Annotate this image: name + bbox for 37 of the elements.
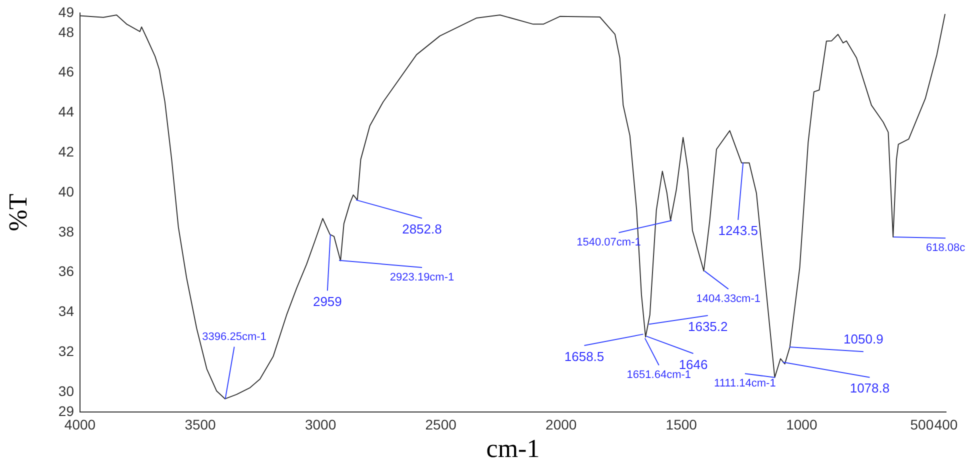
y-tick-label: 42 xyxy=(58,144,74,160)
x-tick-label: 3500 xyxy=(184,416,216,432)
annotation: 1658.5 xyxy=(564,348,604,364)
y-tick-label: 48 xyxy=(58,24,74,40)
y-tick-label: 29 xyxy=(58,402,74,419)
annotation: 2852.8 xyxy=(402,222,442,237)
y-tick-label: 44 xyxy=(58,104,74,120)
x-axis-title: cm-1 xyxy=(486,434,540,464)
annotation: 1111.14cm-1 xyxy=(714,378,776,390)
y-tick-label: 30 xyxy=(58,382,74,399)
x-tick-label: 1500 xyxy=(666,416,698,432)
y-tick-label: 34 xyxy=(58,303,74,320)
x-tick-label: 400 xyxy=(934,416,958,432)
annotation: 618.08c xyxy=(926,242,966,254)
annotation: 3396.25cm-1 xyxy=(202,330,266,343)
annotation: 1651.64cm-1 xyxy=(626,369,692,382)
y-tick-label: 40 xyxy=(58,183,74,200)
annotation: 2959 xyxy=(312,294,342,310)
annotation: 1646 xyxy=(678,356,708,372)
annotation: 2923.19cm-1 xyxy=(390,271,454,284)
x-tick-label: 500 xyxy=(910,416,934,432)
annotation: 1050.9 xyxy=(844,332,884,347)
x-tick-label: 2000 xyxy=(546,416,577,432)
annotation: 1078.8 xyxy=(850,380,890,396)
x-tick-label: 3000 xyxy=(304,416,336,432)
y-tick-label: 36 xyxy=(58,263,74,280)
y-axis-title: %T xyxy=(3,194,32,232)
y-tick-label: 32 xyxy=(58,343,74,360)
y-tick-label: 49 xyxy=(58,4,74,20)
y-tick-label: 38 xyxy=(58,223,74,240)
annotation: 1635.2 xyxy=(688,318,728,334)
x-tick-label: 1000 xyxy=(786,416,818,432)
y-tick-label: 46 xyxy=(58,64,74,80)
annotation: 1404.33cm-1 xyxy=(696,292,761,305)
x-tick-label: 4000 xyxy=(64,416,96,432)
x-tick-label: 2500 xyxy=(425,416,457,432)
annotation: 1243.5 xyxy=(718,223,758,238)
